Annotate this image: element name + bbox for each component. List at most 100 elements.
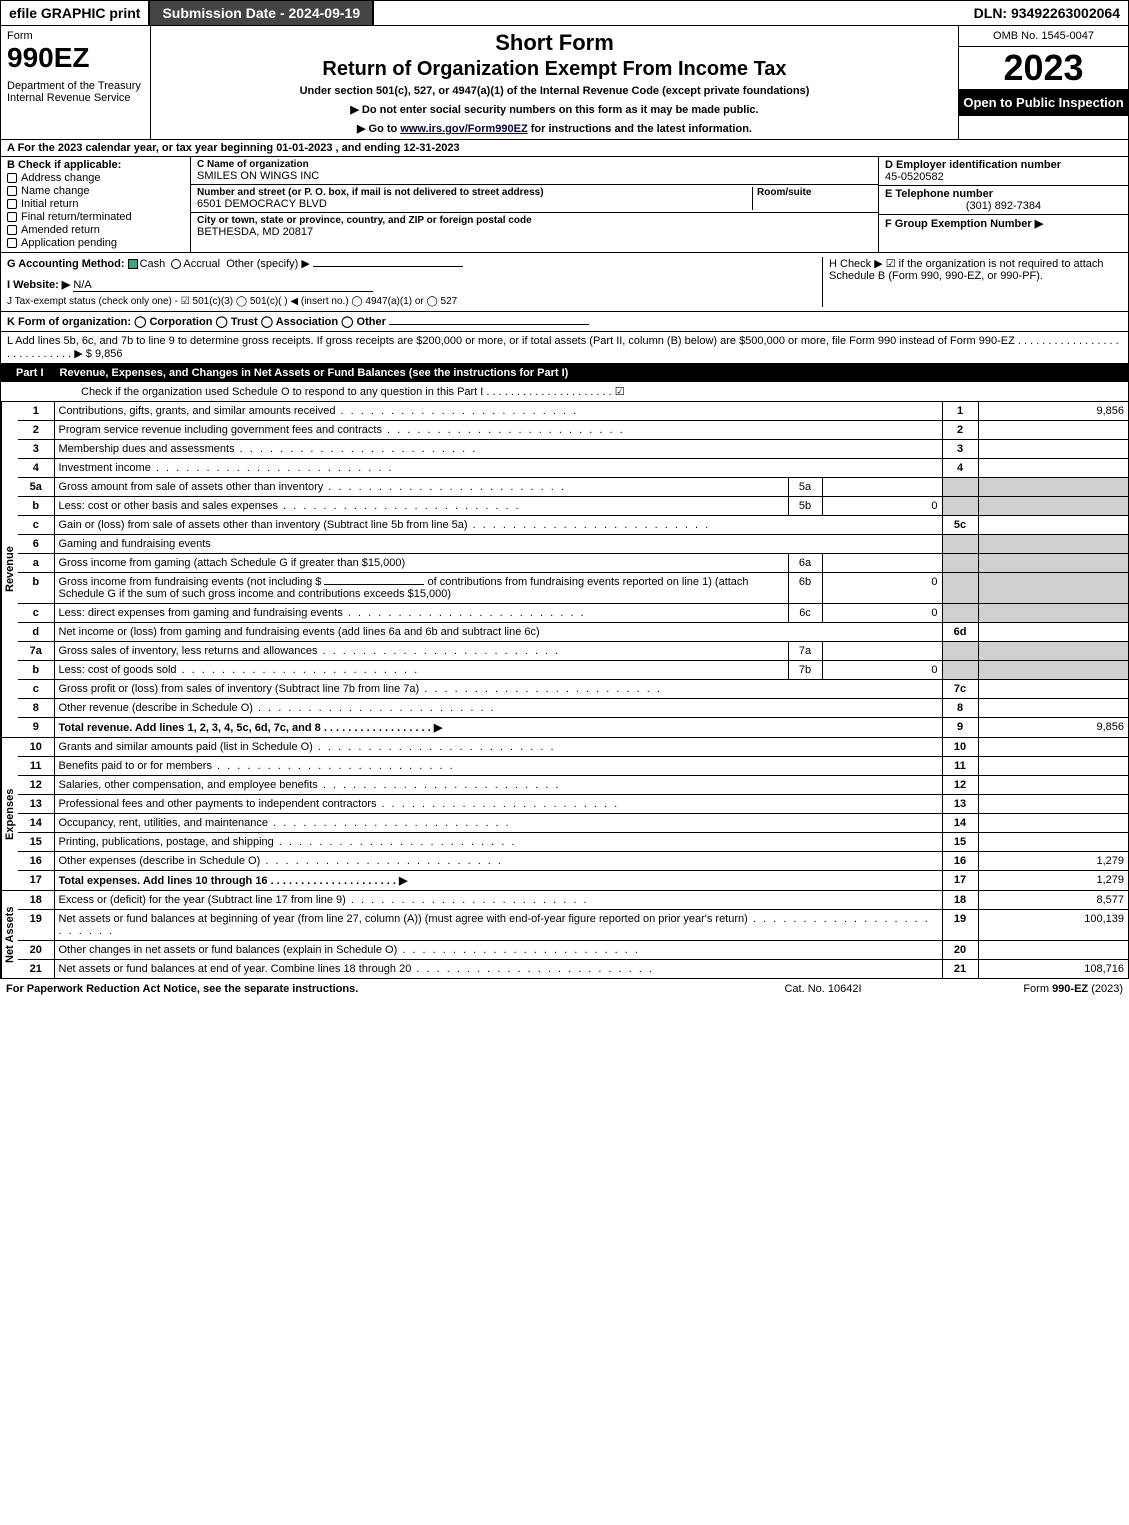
line-2: 2Program service revenue including gover… <box>18 421 1128 440</box>
goto-link[interactable]: www.irs.gov/Form990EZ <box>400 123 527 135</box>
line-6b: bGross income from fundraising events (n… <box>18 573 1128 604</box>
line-20: 20Other changes in net assets or fund ba… <box>18 941 1128 960</box>
website-value: N/A <box>73 279 373 292</box>
footer-mid: Cat. No. 10642I <box>723 983 923 995</box>
line-15: 15Printing, publications, postage, and s… <box>18 833 1128 852</box>
city-label: City or town, state or province, country… <box>197 215 872 226</box>
org-name-row: C Name of organization SMILES ON WINGS I… <box>191 157 878 185</box>
accounting-method: G Accounting Method: Cash Accrual Other … <box>7 257 822 307</box>
street-value: 6501 DEMOCRACY BLVD <box>197 198 752 210</box>
row-gh: G Accounting Method: Cash Accrual Other … <box>0 253 1129 312</box>
revenue-table: 1Contributions, gifts, grants, and simil… <box>18 402 1128 737</box>
row-l: L Add lines 5b, 6c, and 7b to line 9 to … <box>0 332 1129 364</box>
checkbox-amended-return[interactable]: Amended return <box>7 224 184 236</box>
line-18: 18Excess or (deficit) for the year (Subt… <box>18 891 1128 910</box>
part1-check-row: Check if the organization used Schedule … <box>0 382 1129 402</box>
form-number: 990EZ <box>7 42 144 74</box>
line-9: 9Total revenue. Add lines 1, 2, 3, 4, 5c… <box>18 718 1128 738</box>
other-specify-input[interactable] <box>313 266 463 267</box>
line-16: 16Other expenses (describe in Schedule O… <box>18 852 1128 871</box>
line-11: 11Benefits paid to or for members11 <box>18 757 1128 776</box>
section-a: A For the 2023 calendar year, or tax yea… <box>0 140 1129 157</box>
footer-right: Form 990-EZ (2023) <box>923 983 1123 995</box>
k-other-input[interactable] <box>389 324 589 325</box>
checkbox-accrual[interactable] <box>171 259 181 269</box>
line-5b: bLess: cost or other basis and sales exp… <box>18 497 1128 516</box>
ein-row: D Employer identification number 45-0520… <box>879 157 1128 186</box>
line-7a: 7aGross sales of inventory, less returns… <box>18 642 1128 661</box>
checkbox-address-change[interactable]: Address change <box>7 172 184 184</box>
row-k: K Form of organization: ◯ Corporation ◯ … <box>0 312 1129 332</box>
expenses-vlabel: Expenses <box>1 738 18 890</box>
goto-line: ▶ Go to www.irs.gov/Form990EZ for instru… <box>155 122 954 135</box>
street-row: Number and street (or P. O. box, if mail… <box>191 185 878 213</box>
footer-left: For Paperwork Reduction Act Notice, see … <box>6 983 723 995</box>
group-exemption-label: F Group Exemption Number ▶ <box>885 218 1043 230</box>
line-1: 1Contributions, gifts, grants, and simil… <box>18 402 1128 421</box>
line-10: 10Grants and similar amounts paid (list … <box>18 738 1128 757</box>
col-b-label: B Check if applicable: <box>7 159 184 171</box>
form-word: Form <box>7 30 144 42</box>
line-6: 6Gaming and fundraising events <box>18 535 1128 554</box>
dept-label: Department of the Treasury Internal Reve… <box>7 80 144 104</box>
checkbox-initial-return[interactable]: Initial return <box>7 198 184 210</box>
checkbox-final-return[interactable]: Final return/terminated <box>7 211 184 223</box>
row-bcd: B Check if applicable: Address change Na… <box>0 157 1129 253</box>
submission-date: Submission Date - 2024-09-19 <box>148 1 374 25</box>
room-label: Room/suite <box>757 187 872 198</box>
netassets-vlabel: Net Assets <box>1 891 18 978</box>
i-label: I Website: ▶ <box>7 279 70 291</box>
part1-title: Revenue, Expenses, and Changes in Net As… <box>60 367 569 379</box>
line-3: 3Membership dues and assessments3 <box>18 440 1128 459</box>
col-b: B Check if applicable: Address change Na… <box>1 157 191 252</box>
checkbox-cash[interactable] <box>128 259 138 269</box>
short-form-label: Short Form <box>155 30 954 56</box>
line-17: 17Total expenses. Add lines 10 through 1… <box>18 871 1128 891</box>
line-14: 14Occupancy, rent, utilities, and mainte… <box>18 814 1128 833</box>
page-footer: For Paperwork Reduction Act Notice, see … <box>0 979 1129 999</box>
line-5c: cGain or (loss) from sale of assets othe… <box>18 516 1128 535</box>
l-value: 9,856 <box>95 348 123 360</box>
header-left: Form 990EZ Department of the Treasury In… <box>1 26 151 139</box>
checkbox-name-change[interactable]: Name change <box>7 185 184 197</box>
form-title: Return of Organization Exempt From Incom… <box>155 58 954 81</box>
expenses-block: Expenses 10Grants and similar amounts pa… <box>0 737 1129 890</box>
line-4: 4Investment income4 <box>18 459 1128 478</box>
expenses-table: 10Grants and similar amounts paid (list … <box>18 738 1128 890</box>
city-row: City or town, state or province, country… <box>191 213 878 240</box>
topbar-spacer <box>374 1 966 25</box>
header-right: OMB No. 1545-0047 2023 Open to Public In… <box>958 26 1128 139</box>
line-6c: cLess: direct expenses from gaming and f… <box>18 604 1128 623</box>
header-center: Short Form Return of Organization Exempt… <box>151 26 958 139</box>
k-text: K Form of organization: ◯ Corporation ◯ … <box>7 316 386 328</box>
line-7c: cGross profit or (loss) from sales of in… <box>18 680 1128 699</box>
ein-label: D Employer identification number <box>885 159 1061 171</box>
line-7b: bLess: cost of goods sold7b0 <box>18 661 1128 680</box>
line-21: 21Net assets or fund balances at end of … <box>18 960 1128 979</box>
goto-pre: ▶ Go to <box>357 123 400 135</box>
under-section: Under section 501(c), 527, or 4947(a)(1)… <box>155 85 954 97</box>
street-label: Number and street (or P. O. box, if mail… <box>197 187 752 198</box>
l-text: L Add lines 5b, 6c, and 7b to line 9 to … <box>7 335 1119 360</box>
part1-check: Check if the organization used Schedule … <box>81 386 625 398</box>
line-19: 19Net assets or fund balances at beginni… <box>18 910 1128 941</box>
phone-value: (301) 892-7384 <box>885 200 1122 212</box>
dln-label: DLN: 93492263002064 <box>966 1 1128 25</box>
netassets-table: 18Excess or (deficit) for the year (Subt… <box>18 891 1128 978</box>
netassets-block: Net Assets 18Excess or (deficit) for the… <box>0 890 1129 979</box>
org-name: SMILES ON WINGS INC <box>197 170 872 182</box>
other-specify: Other (specify) ▶ <box>226 258 310 270</box>
efile-label: efile GRAPHIC print <box>1 1 148 25</box>
tax-year: 2023 <box>959 47 1128 89</box>
col-d: D Employer identification number 45-0520… <box>878 157 1128 252</box>
row-j: J Tax-exempt status (check only one) - ☑… <box>7 296 822 307</box>
checkbox-application-pending[interactable]: Application pending <box>7 237 184 249</box>
line-5a: 5aGross amount from sale of assets other… <box>18 478 1128 497</box>
ssn-note: ▶ Do not enter social security numbers o… <box>155 103 954 116</box>
revenue-vlabel: Revenue <box>1 402 18 737</box>
col-c: C Name of organization SMILES ON WINGS I… <box>191 157 878 252</box>
revenue-block: Revenue 1Contributions, gifts, grants, a… <box>0 402 1129 737</box>
h-check: H Check ▶ ☑ if the organization is not r… <box>822 257 1122 307</box>
line-6a: aGross income from gaming (attach Schedu… <box>18 554 1128 573</box>
goto-post: for instructions and the latest informat… <box>528 123 752 135</box>
